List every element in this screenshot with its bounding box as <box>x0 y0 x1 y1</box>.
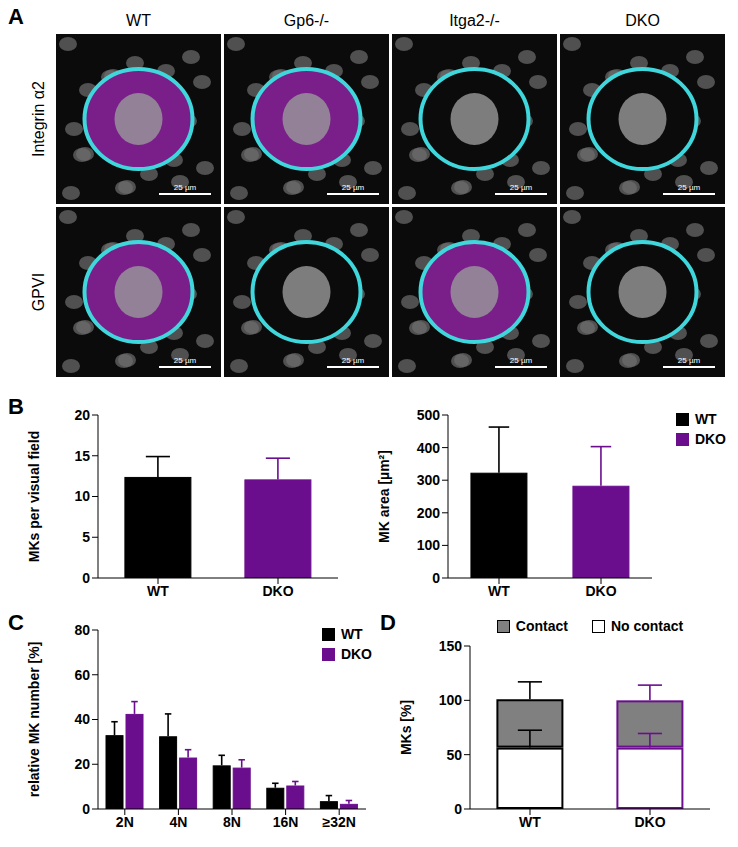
svg-text:500: 500 <box>417 407 441 423</box>
svg-text:MK area [µm²]: MK area [µm²] <box>376 450 392 543</box>
svg-text:5: 5 <box>82 529 90 545</box>
svg-text:25 µm: 25 µm <box>510 183 533 192</box>
svg-text:200: 200 <box>417 505 441 521</box>
svg-text:0: 0 <box>82 570 90 586</box>
svg-text:150: 150 <box>439 638 463 654</box>
html-text:DKO: DKO <box>694 431 726 447</box>
html-text:No contact: No contact <box>610 618 684 634</box>
svg-text:WT: WT <box>126 12 151 29</box>
svg-text:0: 0 <box>82 801 90 817</box>
svg-text:4N: 4N <box>169 814 187 830</box>
html-text:WT: WT <box>340 626 363 642</box>
svg-text:Itga2-/-: Itga2-/- <box>449 12 500 29</box>
svg-text:25 µm: 25 µm <box>678 356 701 365</box>
svg-text:DKO: DKO <box>262 583 293 599</box>
svg-text:0: 0 <box>432 570 440 586</box>
svg-text:Gp6-/-: Gp6-/- <box>284 12 329 29</box>
svg-text:2N: 2N <box>116 814 134 830</box>
html-text:D: D <box>380 610 396 635</box>
svg-text:100: 100 <box>417 537 441 553</box>
svg-text:GPVI: GPVI <box>30 273 47 311</box>
svg-text:100: 100 <box>439 692 463 708</box>
svg-text:MKs per visual field: MKs per visual field <box>26 431 42 562</box>
svg-text:15: 15 <box>74 448 90 464</box>
svg-text:WT: WT <box>147 583 169 599</box>
svg-text:WT: WT <box>488 583 510 599</box>
svg-text:25 µm: 25 µm <box>510 356 533 365</box>
html-text:B: B <box>8 394 24 419</box>
html-text:WT: WT <box>694 411 717 427</box>
svg-text:DKO: DKO <box>585 583 616 599</box>
svg-text:WT: WT <box>519 814 541 830</box>
svg-text:80: 80 <box>74 622 90 638</box>
svg-text:8N: 8N <box>223 814 241 830</box>
svg-text:20: 20 <box>74 756 90 772</box>
html-text:DKO: DKO <box>340 646 372 662</box>
html-text:A: A <box>8 4 24 29</box>
svg-text:0: 0 <box>454 801 462 817</box>
svg-text:25 µm: 25 µm <box>174 183 197 192</box>
svg-text:DKO: DKO <box>634 814 665 830</box>
svg-text:relative MK number [%]: relative MK number [%] <box>26 642 42 798</box>
svg-text:DKO: DKO <box>625 12 660 29</box>
svg-text:Integrin α2: Integrin α2 <box>30 81 47 157</box>
svg-text:25 µm: 25 µm <box>342 183 365 192</box>
svg-text:10: 10 <box>74 488 90 504</box>
svg-text:MKs [%]: MKs [%] <box>398 700 414 755</box>
svg-text:25 µm: 25 µm <box>342 356 365 365</box>
svg-text:400: 400 <box>417 440 441 456</box>
html-text:Contact: Contact <box>515 618 568 634</box>
svg-text:20: 20 <box>74 407 90 423</box>
html-text:C: C <box>8 610 24 635</box>
svg-text:≥32N: ≥32N <box>323 814 356 830</box>
svg-text:25 µm: 25 µm <box>174 356 197 365</box>
svg-text:25 µm: 25 µm <box>678 183 701 192</box>
svg-text:16N: 16N <box>273 814 299 830</box>
svg-text:40: 40 <box>74 711 90 727</box>
svg-text:300: 300 <box>417 472 441 488</box>
svg-text:50: 50 <box>446 747 462 763</box>
svg-text:60: 60 <box>74 667 90 683</box>
